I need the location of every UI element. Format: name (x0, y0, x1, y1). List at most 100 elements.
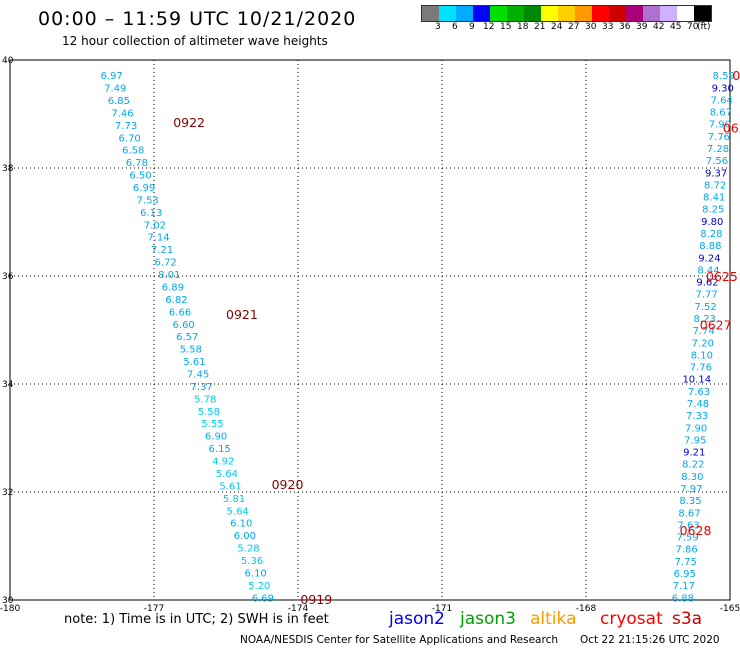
wave-height-point: 7.46 (111, 108, 133, 119)
legend-swatch (473, 6, 490, 21)
legend-swatch (660, 6, 677, 21)
x-tick-label: -174 (288, 604, 309, 614)
y-tick-label: 38 (2, 164, 14, 174)
legend-swatch (541, 6, 558, 21)
wave-height-point: 9.62 (696, 278, 718, 289)
wave-height-point: 6.58 (122, 146, 144, 157)
wave-height-point: 4.92 (212, 457, 234, 468)
wave-height-point: 9.21 (683, 448, 705, 459)
legend-tick-label: 3 (435, 22, 441, 32)
wave-height-point: 6.15 (209, 444, 231, 455)
wave-height-point: 7.76 (708, 132, 730, 143)
legend-tick-label: 70 (687, 22, 699, 32)
wave-height-point: 7.53 (137, 195, 159, 206)
wave-height-point: 6.85 (108, 96, 130, 107)
wave-height-point: 9.24 (698, 253, 720, 264)
wave-height-point: 6.88 (672, 593, 694, 604)
wave-height-point: 6.99 (133, 183, 155, 194)
color-legend (421, 5, 712, 22)
x-tick-label: -180 (0, 604, 20, 614)
footer-note: note: 1) Time is in UTC; 2) SWH is in fe… (64, 612, 329, 627)
wave-height-point: 5.58 (180, 345, 202, 356)
wave-height-point: 7.63 (688, 387, 710, 398)
legend-swatch (643, 6, 660, 21)
legend-swatch (694, 6, 711, 21)
legend-tick-label: 39 (636, 22, 648, 32)
time-label: 0920 (272, 477, 304, 492)
wave-height-point: 5.61 (219, 481, 241, 492)
legend-tick-label: 21 (534, 22, 546, 32)
wave-height-point: 6.66 (169, 307, 191, 318)
legend-swatch (575, 6, 592, 21)
wave-height-point: 7.63 (677, 520, 699, 531)
wave-height-point: 5.64 (216, 469, 238, 480)
wave-height-point: 7.86 (676, 545, 698, 556)
wave-height-point: 8.88 (699, 241, 721, 252)
time-label: 0922 (173, 115, 205, 130)
wave-height-point: 8.44 (697, 265, 719, 276)
wave-height-point: 7.02 (144, 220, 166, 231)
wave-height-point: 7.77 (695, 290, 717, 301)
wave-height-point: 7.28 (707, 144, 729, 155)
y-tick-label: 40 (2, 56, 14, 66)
wave-height-point: 8.22 (682, 460, 704, 471)
wave-height-point: 10.14 (682, 375, 711, 386)
wave-height-point: 7.59 (676, 533, 698, 544)
wave-height-point: 8.35 (679, 496, 701, 507)
wave-height-point: 6.89 (162, 282, 184, 293)
wave-height-point: 8.28 (700, 229, 722, 240)
wave-height-point: 5.28 (237, 544, 259, 555)
legend-swatch (439, 6, 456, 21)
wave-height-point: 7.64 (711, 95, 733, 106)
wave-height-point: 7.21 (151, 245, 173, 256)
wave-height-point: 7.73 (115, 121, 137, 132)
wave-height-point: 5.20 (248, 581, 270, 592)
x-tick-label: -168 (576, 604, 597, 614)
wave-height-point: 6.82 (165, 295, 187, 306)
wave-height-point: 5.36 (241, 556, 263, 567)
wave-height-point: 6.69 (252, 593, 274, 604)
legend-tick-label: 12 (483, 22, 495, 32)
legend-tick-label: 24 (551, 22, 563, 32)
wave-height-point: 5.55 (201, 419, 223, 430)
wave-height-point: 6.57 (176, 332, 198, 343)
wave-height-point: 8.67 (678, 508, 700, 519)
legend-swatch (677, 6, 694, 21)
wave-height-point: 7.14 (147, 233, 169, 244)
legend-tick-label: 18 (517, 22, 529, 32)
wave-height-point: 5.78 (194, 394, 216, 405)
wave-height-point: 7.95 (684, 435, 706, 446)
wave-height-point: 7.97 (680, 484, 702, 495)
wave-height-point: 7.48 (687, 399, 709, 410)
legend-tick-label: 42 (653, 22, 665, 32)
y-tick-label: 32 (2, 488, 13, 498)
satellite-label-jason3: jason3 (460, 609, 516, 629)
wave-height-point: 7.76 (690, 363, 712, 374)
wave-height-point: 7.17 (673, 581, 695, 592)
wave-height-point: 7.20 (692, 338, 714, 349)
wave-height-point: 8.30 (681, 472, 703, 483)
satellite-label-cryosat: cryosat (600, 609, 663, 629)
legend-swatch (609, 6, 626, 21)
legend-swatch (422, 6, 439, 21)
wave-height-point: 8.25 (702, 205, 724, 216)
legend-swatch (626, 6, 643, 21)
wave-height-point: 6.13 (140, 208, 162, 219)
wave-height-point: 5.58 (198, 407, 220, 418)
y-tick-label: 36 (2, 272, 14, 282)
wave-height-point: 6.72 (155, 258, 177, 269)
time-label: 0628 (680, 523, 712, 538)
wave-height-point: 6.60 (173, 320, 195, 331)
legend-tick-label: 45 (670, 22, 682, 32)
wave-height-point: 5.64 (227, 506, 249, 517)
satellite-label-altika: altika (530, 609, 577, 629)
legend-swatch (507, 6, 524, 21)
x-tick-label: -177 (144, 604, 164, 614)
wave-height-point: 7.45 (187, 370, 209, 381)
wave-height-point: 8.59 (713, 71, 735, 82)
wave-height-point: 5.61 (183, 357, 205, 368)
time-label: 0627 (700, 318, 732, 333)
wave-height-point: 8.01 (158, 270, 180, 281)
chart-subtitle: 12 hour collection of altimeter wave hei… (62, 34, 328, 48)
wave-height-point: 7.49 (104, 84, 126, 95)
